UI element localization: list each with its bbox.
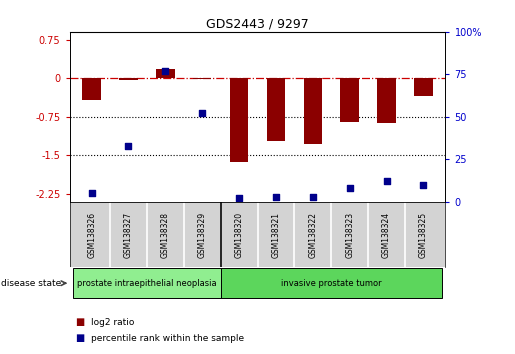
Bar: [267, 78, 285, 141]
Text: GSM138324: GSM138324: [382, 211, 391, 258]
Bar: [82, 78, 101, 100]
Bar: [340, 78, 359, 122]
Text: GSM138322: GSM138322: [308, 212, 317, 257]
Bar: [303, 78, 322, 144]
Text: disease state: disease state: [1, 279, 61, 288]
Text: invasive prostate tumor: invasive prostate tumor: [281, 279, 382, 288]
Text: GSM138321: GSM138321: [271, 212, 281, 257]
Point: [419, 182, 427, 188]
Point: [161, 68, 169, 74]
Text: prostate intraepithelial neoplasia: prostate intraepithelial neoplasia: [77, 279, 217, 288]
Bar: [119, 78, 138, 80]
Point: [382, 178, 390, 184]
Bar: [377, 78, 396, 123]
Text: ■: ■: [75, 317, 84, 327]
Text: GSM138320: GSM138320: [234, 211, 244, 258]
Bar: [193, 78, 212, 79]
Text: GSM138328: GSM138328: [161, 212, 170, 257]
Point: [125, 143, 133, 149]
Text: GSM138329: GSM138329: [198, 211, 207, 258]
Text: GSM138325: GSM138325: [419, 211, 428, 258]
Text: percentile rank within the sample: percentile rank within the sample: [91, 333, 244, 343]
Point: [346, 185, 354, 191]
Text: GSM138327: GSM138327: [124, 211, 133, 258]
Title: GDS2443 / 9297: GDS2443 / 9297: [206, 18, 309, 31]
Point: [235, 195, 243, 201]
Text: GSM138323: GSM138323: [345, 211, 354, 258]
Bar: [220, 268, 442, 298]
Bar: [230, 78, 248, 162]
Text: GSM138326: GSM138326: [87, 211, 96, 258]
Point: [198, 110, 207, 116]
Point: [88, 190, 96, 196]
Bar: [414, 78, 433, 96]
Text: log2 ratio: log2 ratio: [91, 318, 134, 327]
Bar: [156, 69, 175, 78]
Text: ■: ■: [75, 333, 84, 343]
Point: [272, 194, 280, 200]
Bar: [73, 268, 220, 298]
Point: [308, 194, 317, 200]
